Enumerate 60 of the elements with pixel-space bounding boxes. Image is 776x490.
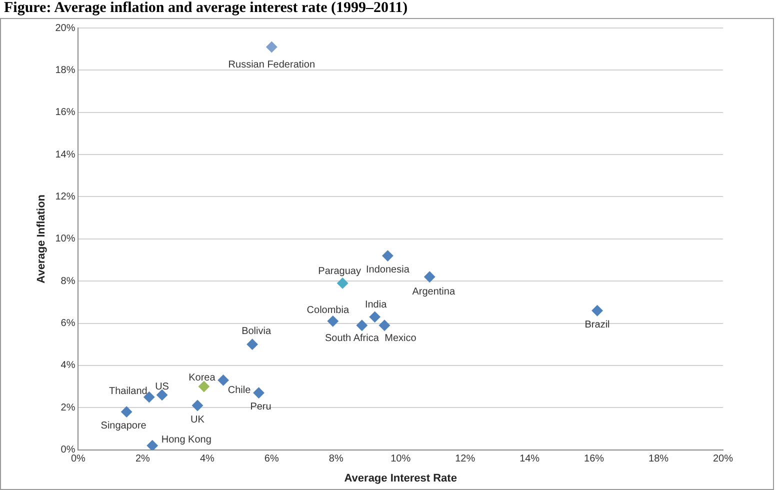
annotation: Bolivia bbox=[242, 326, 272, 338]
annotation: Argentina bbox=[412, 286, 456, 298]
y-tick-label: 14% bbox=[55, 149, 76, 160]
annotation: Thailand bbox=[108, 386, 148, 397]
annotation: UK bbox=[190, 414, 205, 426]
point bbox=[424, 271, 436, 282]
x-tick-label: 8% bbox=[328, 454, 344, 465]
annotation: South Africa bbox=[324, 333, 380, 344]
y-tick-label: 12% bbox=[55, 191, 76, 202]
annotation: Brazil bbox=[584, 319, 610, 330]
annotation: Singapore bbox=[100, 420, 147, 432]
annotation: Peru bbox=[250, 402, 272, 413]
annotation: Russian Federation bbox=[228, 60, 316, 71]
point bbox=[146, 440, 158, 450]
y-tick-label: 4% bbox=[60, 360, 76, 372]
x-tick-label: 10% bbox=[390, 454, 411, 465]
point bbox=[378, 320, 390, 331]
x-tick-label: 18% bbox=[648, 454, 669, 465]
y-tick-label: 0% bbox=[60, 444, 76, 456]
chart-title: Figure: Average inflation and average interest rate (1999–2011) bbox=[4, 0, 408, 17]
annotation: Mexico bbox=[384, 333, 417, 344]
annotation: Korea bbox=[188, 372, 216, 384]
point bbox=[121, 406, 132, 418]
annotation: Hong Kong bbox=[161, 434, 212, 446]
point bbox=[253, 387, 264, 398]
y-tick-label: 18% bbox=[55, 64, 76, 76]
y-tick-label: 2% bbox=[60, 402, 76, 414]
annotation: Colombia bbox=[306, 304, 350, 316]
point bbox=[218, 374, 229, 386]
y-tick-label: 16% bbox=[55, 107, 76, 118]
y-tick-label: 20% bbox=[55, 22, 76, 34]
point bbox=[327, 316, 338, 327]
annotation: Indonesia bbox=[366, 264, 410, 276]
x-tick-label: 12% bbox=[455, 454, 476, 465]
annotation: India bbox=[364, 300, 388, 311]
point bbox=[382, 250, 394, 262]
y-tick-label: 6% bbox=[60, 318, 76, 330]
y-tick-label: 8% bbox=[60, 276, 76, 287]
annotation: Paraguay bbox=[318, 266, 361, 277]
annotation: Chile bbox=[228, 384, 252, 396]
y-axis-title: Average Inflation bbox=[36, 194, 48, 284]
x-tick-label: 0% bbox=[70, 454, 86, 465]
x-tick-label: 14% bbox=[520, 454, 540, 465]
x-tick-label: 16% bbox=[584, 454, 604, 465]
x-tick-label: 4% bbox=[200, 454, 215, 465]
x-tick-label: 20% bbox=[712, 454, 734, 465]
x-tick-label: 6% bbox=[264, 454, 279, 465]
point bbox=[192, 400, 203, 412]
annotation: US bbox=[155, 382, 170, 393]
point bbox=[198, 381, 210, 392]
point bbox=[592, 305, 603, 316]
x-tick-label: 2% bbox=[135, 454, 150, 465]
point bbox=[266, 41, 278, 52]
point bbox=[337, 278, 348, 289]
point bbox=[246, 338, 258, 350]
y-tick-label: 10% bbox=[55, 234, 76, 245]
x-axis-title: Average Interest Rate bbox=[344, 472, 457, 484]
point bbox=[369, 311, 380, 322]
point bbox=[156, 389, 168, 400]
point bbox=[356, 320, 368, 331]
